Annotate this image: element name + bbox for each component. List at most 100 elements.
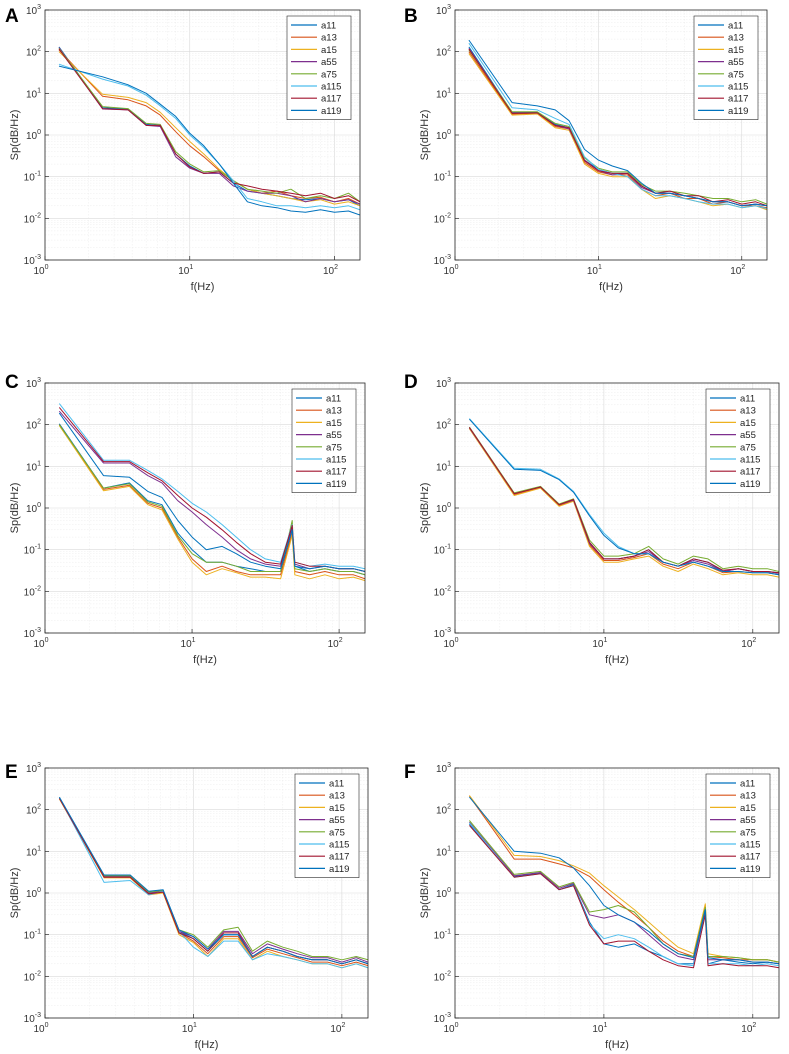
series-line-a15 [468, 428, 779, 578]
legend-label-a13: a13 [740, 791, 756, 802]
tick-base: 10 [26, 847, 38, 858]
legend-label-a117: a117 [321, 94, 341, 105]
x-axis-label: f(Hz) [195, 1039, 219, 1051]
legend-label-a115: a115 [740, 840, 760, 851]
tick-base: 10 [24, 256, 36, 267]
series-line-a75 [58, 424, 365, 576]
series-line-a75 [469, 820, 779, 963]
tick-exponent: 0 [45, 637, 49, 644]
x-tick-label: 101 [587, 264, 602, 277]
legend-label-a115: a115 [728, 82, 748, 93]
tick-exponent: -2 [445, 970, 451, 977]
y-tick-label: 103 [26, 377, 41, 390]
legend-label-a11: a11 [329, 779, 344, 790]
y-tick-label: 102 [436, 804, 451, 817]
y-tick-label: 10-3 [24, 627, 41, 640]
tick-base: 10 [33, 266, 45, 277]
series-line-a55 [58, 797, 368, 963]
y-axis-label: Sp(dB/Hz) [9, 110, 21, 161]
tick-base: 10 [434, 546, 446, 557]
tick-base: 10 [436, 89, 448, 100]
tick-exponent: 2 [334, 264, 338, 271]
y-tick-label: 101 [26, 87, 41, 100]
tick-base: 10 [434, 214, 446, 225]
y-tick-label: 102 [436, 419, 451, 432]
series-line-a117 [468, 427, 779, 574]
tick-exponent: 0 [45, 1022, 49, 1029]
y-tick-label: 103 [436, 377, 451, 390]
legend-label-a119: a119 [740, 479, 760, 490]
tick-exponent: -3 [445, 627, 451, 634]
y-tick-label: 10-3 [434, 627, 451, 640]
tick-exponent: 2 [37, 804, 41, 811]
legend-box [705, 773, 771, 878]
tick-exponent: 2 [341, 1022, 345, 1029]
y-tick-label: 10-1 [24, 171, 41, 184]
legend-label-a75: a75 [329, 827, 345, 838]
y-tick-label: 10-2 [434, 585, 451, 598]
tick-base: 10 [436, 6, 448, 17]
x-tick-label: 100 [33, 1022, 48, 1035]
tick-exponent: 3 [37, 377, 41, 384]
series-group [468, 418, 779, 578]
legend-label-a11: a11 [740, 779, 755, 790]
y-tick-label: 10-3 [24, 254, 41, 267]
y-tick-label: 100 [436, 129, 451, 142]
series-line-a117 [468, 48, 767, 207]
y-tick-label: 101 [436, 845, 451, 858]
y-tick-label: 10-1 [434, 929, 451, 942]
x-tick-label: 101 [178, 264, 193, 277]
y-tick-label: 10-1 [24, 929, 41, 942]
series-line-a117 [469, 825, 779, 969]
tick-base: 10 [434, 931, 446, 942]
legend-label-a55: a55 [740, 430, 756, 441]
tick-exponent: 2 [447, 804, 451, 811]
tick-base: 10 [24, 972, 36, 983]
tick-base: 10 [181, 639, 193, 650]
tick-exponent: 3 [447, 377, 451, 384]
tick-base: 10 [26, 764, 38, 775]
tick-exponent: -1 [35, 171, 41, 178]
y-tick-label: 102 [26, 46, 41, 59]
series-line-a115 [58, 403, 365, 570]
tick-base: 10 [443, 1024, 455, 1035]
tick-base: 10 [587, 266, 599, 277]
tick-exponent: -1 [35, 929, 41, 936]
tick-exponent: 1 [193, 1022, 197, 1029]
legend-label-a15: a15 [321, 45, 337, 56]
tick-exponent: 1 [604, 1022, 608, 1029]
panel-letter: D [404, 372, 418, 393]
legend-label-a11: a11 [321, 21, 336, 32]
tick-base: 10 [436, 421, 448, 432]
series-line-a13 [58, 424, 365, 580]
tick-base: 10 [443, 266, 455, 277]
y-axis-label: Sp(dB/Hz) [9, 868, 21, 919]
tick-exponent: 1 [192, 637, 196, 644]
y-tick-label: 100 [436, 887, 451, 900]
tick-base: 10 [436, 462, 448, 473]
x-axis-label: f(Hz) [599, 281, 623, 293]
tick-exponent: 3 [37, 762, 41, 769]
legend-label-a55: a55 [728, 57, 744, 68]
x-tick-label: 102 [730, 264, 745, 277]
panel-letter: A [5, 6, 19, 27]
tick-base: 10 [741, 639, 753, 650]
panel-letter: F [404, 762, 416, 783]
series-group [58, 403, 365, 582]
tick-exponent: 0 [447, 502, 451, 509]
y-tick-label: 102 [26, 419, 41, 432]
y-tick-label: 10-2 [24, 212, 41, 225]
y-tick-label: 103 [26, 762, 41, 775]
legend-label-a15: a15 [326, 418, 342, 429]
y-tick-label: 101 [26, 460, 41, 473]
legend-label-a115: a115 [326, 455, 346, 466]
tick-exponent: -2 [445, 212, 451, 219]
tick-base: 10 [26, 504, 38, 515]
tick-base: 10 [182, 1024, 194, 1035]
x-tick-label: 100 [443, 264, 458, 277]
